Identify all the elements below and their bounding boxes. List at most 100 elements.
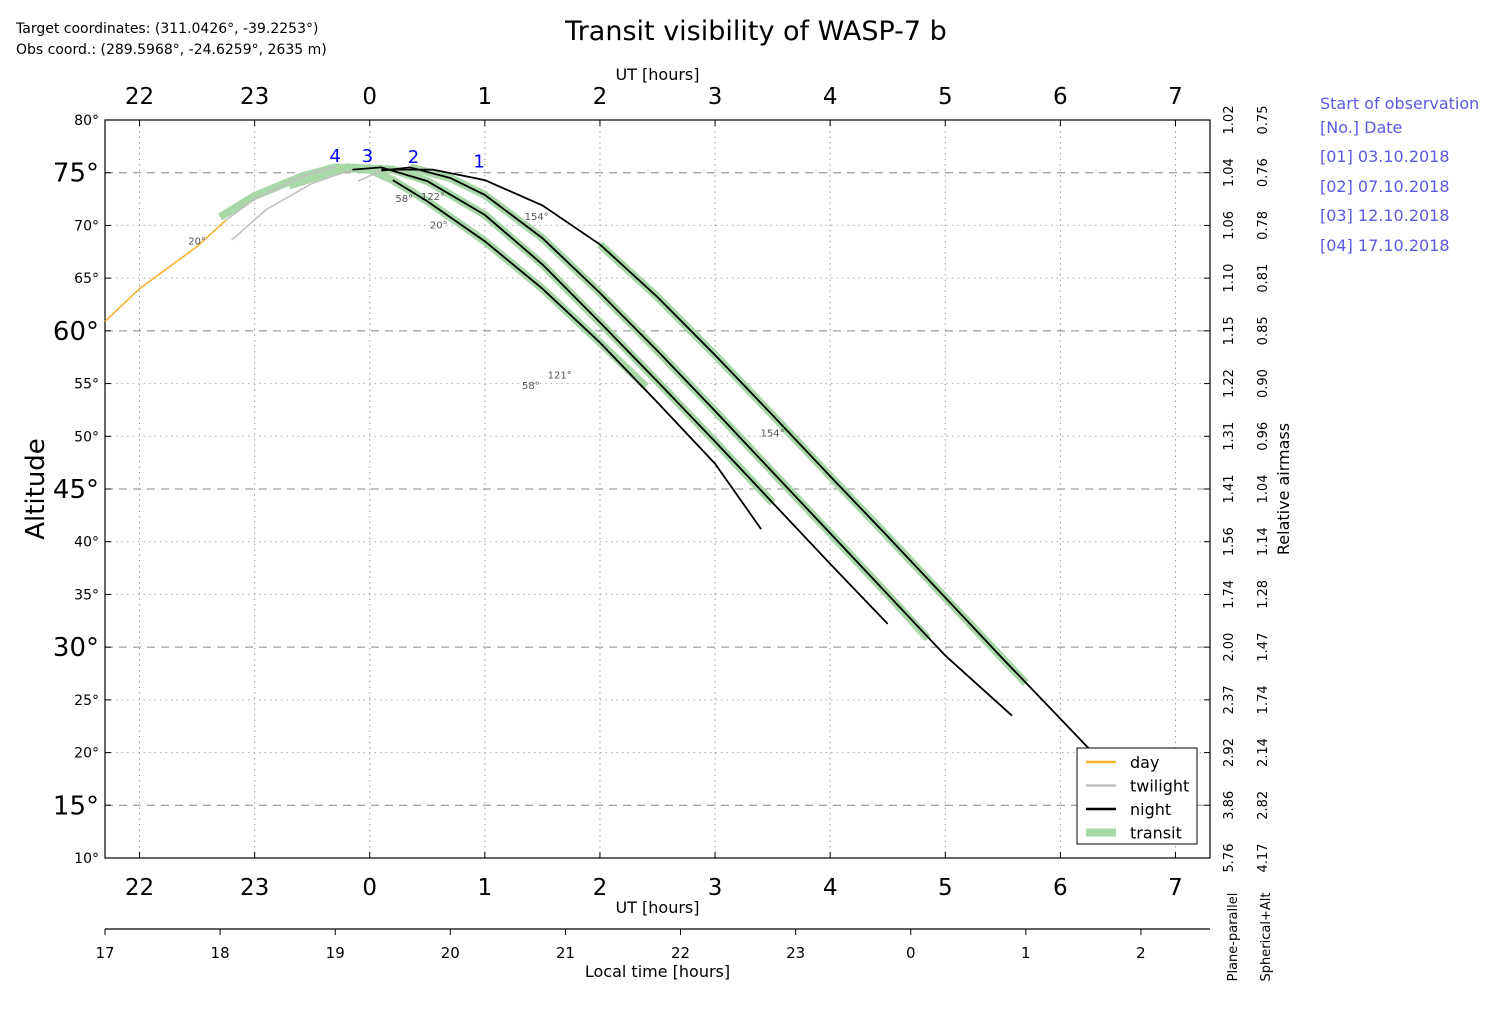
- airmass-spherical-label: 1.74: [1256, 685, 1271, 714]
- y-tick-label: 50°: [74, 429, 99, 445]
- y-tick-label: 40°: [74, 535, 99, 551]
- y-tick-label: 70°: [74, 218, 99, 234]
- y-tick-label: 30°: [53, 633, 99, 663]
- azimuth-annotation: 154°: [525, 212, 549, 223]
- chart-title: Transit visibility of WASP-7 b: [565, 16, 947, 47]
- x-top-tick-label: 3: [708, 84, 723, 110]
- x-top-tick-label: 4: [823, 84, 838, 110]
- x-bottom-tick-label: 7: [1168, 875, 1183, 901]
- airmass-spherical-label: 1.47: [1256, 633, 1271, 662]
- x-top-tick-label: 0: [362, 84, 377, 110]
- y-right-axis-label: Relative airmass: [1274, 423, 1293, 555]
- azimuth-annotation: 20°: [188, 236, 206, 247]
- airmass-spherical-label: 1.14: [1256, 527, 1271, 556]
- x-top-tick-label: 1: [478, 84, 493, 110]
- local-time-tick-label: 17: [95, 944, 114, 962]
- twilight-curve-4: [225, 165, 336, 221]
- night-number-label: 3: [362, 146, 373, 167]
- legend-label-twilight: twilight: [1130, 777, 1189, 796]
- airmass-spherical-label: 1.28: [1256, 580, 1271, 609]
- airmass-plane-parallel-label: 2.92: [1222, 738, 1237, 767]
- airmass-spherical-label: 4.17: [1256, 844, 1271, 873]
- airmass-spherical-label: 0.75: [1256, 106, 1271, 135]
- legend-label-day: day: [1130, 753, 1159, 772]
- x-top-tick-label: 2: [593, 84, 608, 110]
- local-time-tick-label: 2: [1136, 944, 1146, 962]
- airmass-plane-parallel-label: 1.22: [1222, 369, 1237, 398]
- local-time-tick-label: 23: [786, 944, 805, 962]
- airmass-plane-parallel-label: 2.37: [1222, 685, 1237, 714]
- observation-entry: [01] 03.10.2018: [1320, 147, 1450, 166]
- x-top-tick-label: 22: [125, 84, 154, 110]
- target-coordinates: Target coordinates: (311.0426°, -39.2253…: [16, 21, 319, 37]
- observation-list: Start of observation [No.] Date [01] 03.…: [1320, 94, 1479, 265]
- transit-curve-1: [597, 241, 1029, 686]
- airmass-plane-parallel-label: 1.41: [1222, 475, 1237, 504]
- y-axis-label: Altitude: [21, 438, 51, 540]
- x-top-tick-label: 23: [240, 84, 269, 110]
- airmass-spherical-label: 0.78: [1256, 211, 1271, 240]
- x-bottom-axis-label: UT [hours]: [615, 898, 699, 917]
- night-curve-3: [352, 166, 889, 625]
- y-tick-label: 45°: [53, 475, 99, 505]
- local-time-tick-label: 22: [671, 944, 690, 962]
- transit-curve-2: [408, 163, 931, 642]
- x-bottom-tick-label: 23: [240, 875, 269, 901]
- night-number-label: 2: [408, 147, 419, 168]
- airmass-spherical-label: 2.14: [1256, 738, 1271, 767]
- observer-coordinates: Obs coord.: (289.5968°, -24.6259°, 2635 …: [16, 42, 327, 58]
- y-tick-label: 25°: [74, 693, 99, 709]
- airmass-spherical-label: 0.85: [1256, 316, 1271, 345]
- y-tick-label: 65°: [74, 271, 99, 287]
- x-bottom-tick-label: 1: [478, 875, 493, 901]
- legend-box: [1076, 747, 1198, 845]
- x-bottom-tick-label: 5: [938, 875, 953, 901]
- x-bottom-tick-label: 6: [1053, 875, 1068, 901]
- observation-entry: [02] 07.10.2018: [1320, 176, 1450, 196]
- azimuth-annotation: 58°: [522, 381, 540, 392]
- x-bottom-tick-label: 0: [362, 875, 377, 901]
- y-tick-label: 55°: [74, 377, 99, 393]
- x-top-tick-label: 6: [1053, 84, 1068, 110]
- local-time-axis-label: Local time [hours]: [585, 962, 730, 981]
- night-curve-1: [381, 168, 1148, 809]
- airmass-plane-parallel-label: 1.15: [1222, 316, 1237, 345]
- local-time-tick-label: 18: [211, 944, 230, 962]
- airmass-plane-parallel-label: 1.04: [1222, 158, 1237, 187]
- x-top-tick-label: 5: [938, 84, 953, 110]
- local-time-tick-label: 21: [556, 944, 575, 962]
- airmass-spherical-title: Spherical+Alt: [1259, 893, 1274, 982]
- day-curve-4: [104, 219, 227, 322]
- twilight-curve-3: [231, 168, 353, 241]
- y-tick-label: 15°: [53, 791, 99, 821]
- night-number-label: 1: [473, 151, 484, 172]
- twilight-curve-2: [357, 169, 382, 182]
- x-bottom-tick-label: 2: [593, 875, 608, 901]
- night-curve-2: [381, 166, 1013, 717]
- airmass-spherical-label: 0.81: [1256, 264, 1271, 293]
- observation-entry: [04] 17.10.2018: [1320, 235, 1450, 255]
- airmass-plane-parallel-label: 1.02: [1222, 106, 1237, 135]
- airmass-plane-parallel-label: 1.31: [1222, 422, 1237, 451]
- local-time-tick-label: 19: [326, 944, 345, 962]
- airmass-spherical-label: 0.76: [1256, 158, 1271, 187]
- y-tick-label: 10°: [74, 851, 99, 867]
- y-tick-label: 80°: [74, 113, 99, 129]
- x-bottom-tick-label: 3: [708, 875, 723, 901]
- observation-list-subtitle: [No.] Date: [1320, 117, 1403, 137]
- airmass-plane-parallel-label: 2.00: [1222, 633, 1237, 662]
- azimuth-annotation: 154°: [761, 428, 785, 439]
- airmass-plane-parallel-title: Plane-parallel: [1226, 893, 1241, 982]
- x-bottom-tick-label: 22: [125, 875, 154, 901]
- legend-label-night: night: [1130, 800, 1171, 819]
- local-time-tick-label: 1: [1021, 944, 1031, 962]
- airmass-plane-parallel-label: 1.10: [1222, 264, 1237, 293]
- azimuth-annotation: 122°: [421, 192, 445, 203]
- azimuth-annotation: 58°: [395, 194, 413, 205]
- local-time-tick-label: 0: [906, 944, 916, 962]
- y-tick-label: 60°: [53, 317, 99, 347]
- observation-entry: [03] 12.10.2018: [1320, 206, 1450, 225]
- airmass-spherical-label: 0.90: [1256, 369, 1271, 398]
- y-tick-label: 35°: [74, 587, 99, 603]
